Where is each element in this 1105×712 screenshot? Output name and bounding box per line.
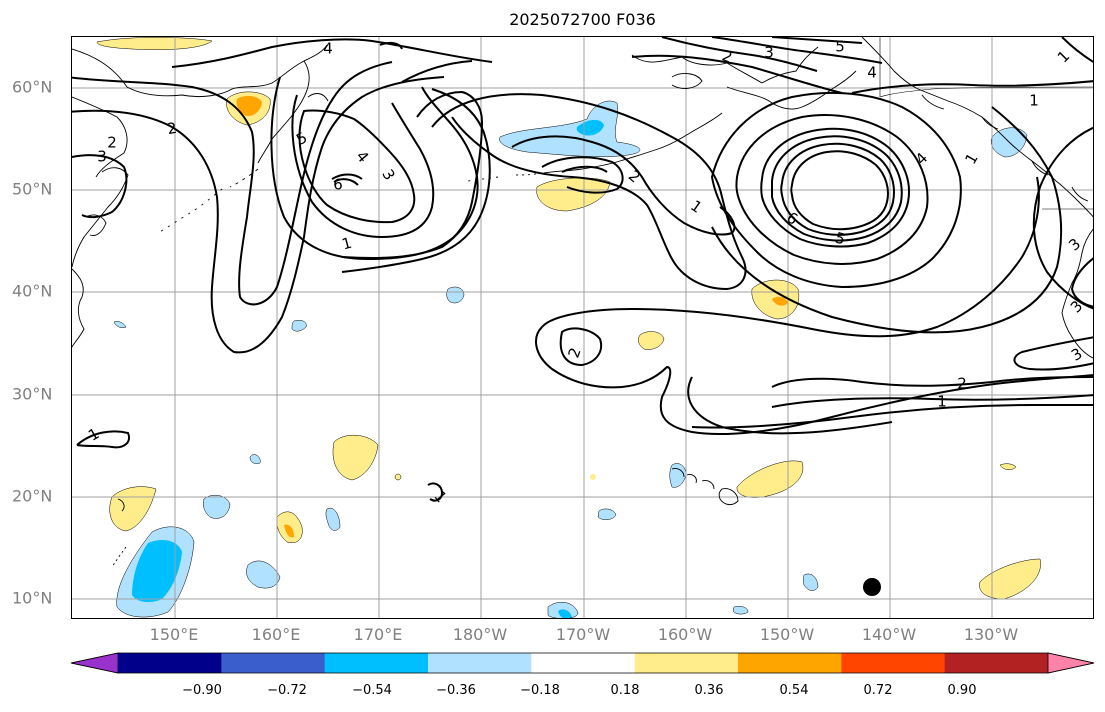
contour-label: 1	[430, 487, 450, 506]
contour-label: 1	[937, 393, 947, 411]
colorbar-segment	[221, 653, 326, 673]
contour-label: 4	[912, 149, 931, 168]
contour-label: 5	[833, 229, 847, 249]
contour-label: 1	[961, 150, 981, 167]
coastlines	[72, 37, 1093, 568]
colorbar-extend-low	[70, 652, 119, 674]
colorbar-segment	[841, 653, 946, 673]
latitude-label: 30°N	[12, 384, 53, 404]
colorbar-segment	[634, 653, 739, 673]
colorbar-tick-label: 0.72	[863, 683, 893, 698]
latitude-label: 10°N	[12, 588, 53, 608]
longitude-label: 150°E	[149, 625, 199, 644]
longitude-label: 130°W	[963, 625, 1019, 644]
contour-label: 2	[957, 375, 967, 393]
colorbar-tick-label: −0.36	[436, 683, 476, 698]
colorbar-segment	[324, 653, 429, 673]
colorbar-tick-label: 0.54	[779, 683, 809, 698]
contour-label: 2	[166, 119, 179, 138]
latitude-label: 50°N	[12, 179, 53, 199]
colorbar	[70, 652, 1095, 674]
longitude-label: 160°E	[251, 625, 301, 644]
longitude-label: 170°W	[555, 625, 611, 644]
contour-label: 1	[340, 234, 354, 254]
longitude-label: 180°W	[452, 625, 508, 644]
map-panel: 4 2 2 5 6 4 3 1 3 2 1 2 3 5 4 1 4 1 6 5	[71, 36, 1094, 619]
colorbar-tick-label: −0.54	[352, 683, 392, 698]
colorbar-segment	[944, 653, 1049, 673]
colorbar-tick-label: 0.36	[694, 683, 724, 698]
contour-label: 6	[784, 208, 801, 228]
contour-label: 5	[293, 128, 310, 148]
colorbar-segment	[428, 653, 532, 673]
latitude-label: 40°N	[12, 281, 53, 301]
longitude-label: 140°W	[861, 625, 917, 644]
contour-label: 1	[85, 424, 102, 444]
anomaly-fills	[96, 37, 1041, 618]
contour-lines	[72, 37, 1093, 502]
location-marker	[863, 578, 881, 596]
contour-label: 5	[835, 38, 845, 56]
contour-label: 6	[333, 176, 343, 194]
contour-label: 1	[687, 196, 705, 216]
contour-label: 1	[1054, 47, 1073, 66]
contour-label: 3	[97, 148, 107, 166]
colorbar-tick-label: −0.72	[267, 683, 307, 698]
map-canvas: 4 2 2 5 6 4 3 1 3 2 1 2 3 5 4 1 4 1 6 5	[72, 37, 1093, 618]
contour-label: 3	[1068, 344, 1085, 364]
colorbar-tick-label: 0.18	[610, 683, 640, 698]
contour-label: 4	[352, 147, 372, 166]
latitude-label: 60°N	[12, 77, 53, 97]
contour-label: 2	[564, 345, 584, 360]
colorbar-tick-label: 0.90	[947, 683, 977, 698]
contour-label: 1	[1029, 92, 1039, 110]
colorbar-extend-high	[1047, 652, 1095, 674]
figure-title: 2025072700 F036	[509, 10, 656, 29]
colorbar-tick-label: −0.90	[182, 683, 222, 698]
colorbar-segment	[118, 653, 222, 673]
longitude-label: 160°W	[657, 625, 713, 644]
contour-label: 4	[867, 64, 877, 82]
contour-label: 3	[378, 166, 398, 183]
colorbar-outline	[70, 652, 1095, 674]
colorbar-segment	[531, 653, 636, 673]
longitude-label: 170°E	[353, 625, 403, 644]
colorbar-tick-label: −0.18	[520, 683, 560, 698]
colorbar-segment	[738, 653, 842, 673]
contour-label: 4	[323, 40, 333, 58]
contour-label: 3	[764, 44, 774, 62]
latitude-label: 20°N	[12, 486, 53, 506]
contour-label: 3	[1065, 235, 1084, 255]
contour-label: 2	[107, 134, 117, 152]
longitude-label: 150°W	[759, 625, 815, 644]
